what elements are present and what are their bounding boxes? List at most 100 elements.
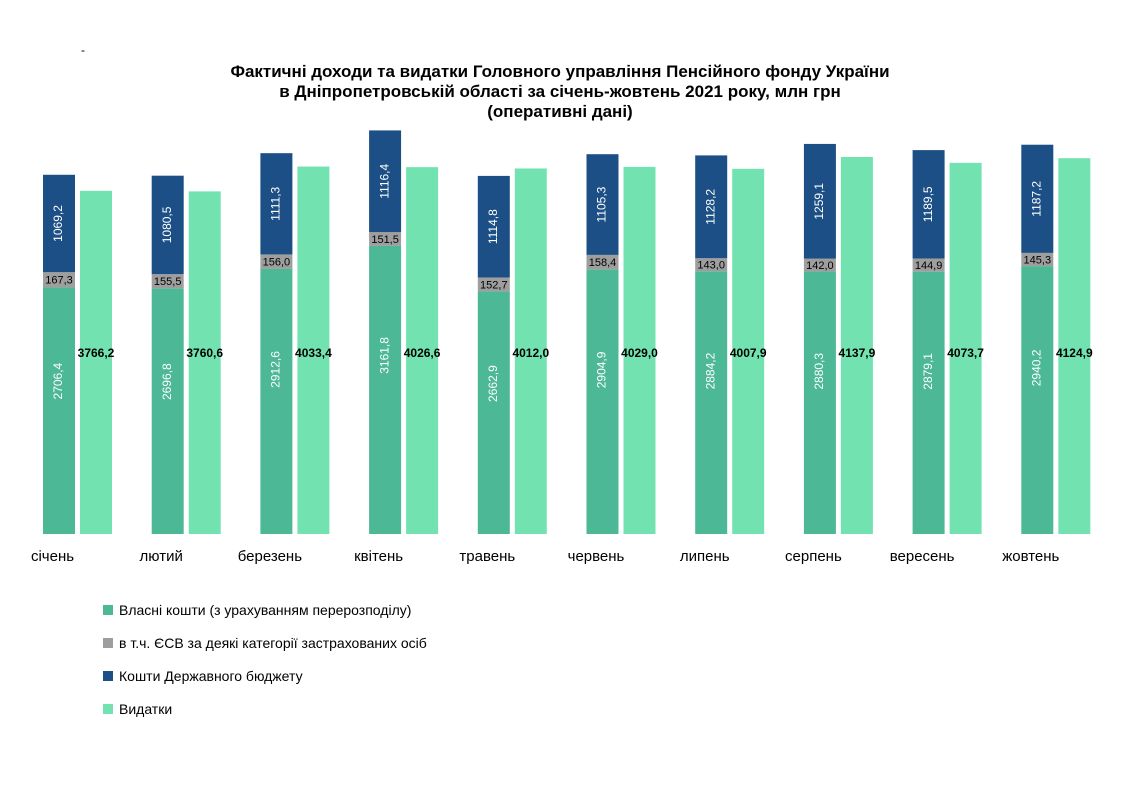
data-label-own-funds: 2696,8: [160, 363, 174, 400]
bar-esv: [912, 258, 945, 272]
data-label-state-budget: 1116,4: [377, 163, 391, 198]
data-label-state-budget: 1128,2: [703, 189, 717, 225]
bar-own-funds: [369, 245, 402, 534]
bar-own-funds: [151, 288, 184, 534]
data-label-expenses: 4124,9: [1056, 346, 1093, 360]
bar-esv: [477, 277, 510, 292]
data-label-esv: 144,9: [915, 260, 943, 272]
chart-title: Фактичні доходи та видатки Головного упр…: [60, 62, 1060, 122]
category-label: лютий: [140, 548, 183, 565]
data-label-state-budget: 1187,2: [1029, 181, 1043, 217]
data-label-own-funds: 2706,4: [51, 362, 65, 399]
bar-own-funds: [260, 268, 293, 534]
data-label-esv: 156,0: [263, 256, 291, 268]
chart-title-line-1: Фактичні доходи та видатки Головного упр…: [230, 62, 890, 81]
data-label-esv: 145,3: [1024, 254, 1052, 266]
bar-esv: [803, 258, 836, 272]
bar-state-budget: [1021, 144, 1054, 253]
category-label: березень: [238, 548, 302, 565]
legend-label-esv: в т.ч. ЄСВ за деякі категорії застрахова…: [119, 635, 427, 651]
bar-state-budget: [260, 153, 293, 255]
category-label: серпень: [785, 548, 842, 565]
legend-label-expenses: Видатки: [119, 701, 173, 717]
bar-state-budget: [912, 150, 945, 259]
bar-expenses: [840, 157, 873, 534]
legend-swatch-own-funds: [103, 605, 113, 615]
data-label-expenses: 4012,0: [512, 346, 549, 360]
data-label-state-budget: 1080,5: [160, 206, 174, 243]
bar-esv: [1021, 252, 1054, 267]
data-label-own-funds: 2662,9: [486, 365, 500, 402]
bar-own-funds: [803, 271, 836, 534]
bar-expenses: [80, 190, 112, 534]
category-label: травень: [459, 548, 515, 565]
category-label: липень: [680, 548, 730, 565]
chart-title-line-3: (оперативні дані): [487, 102, 633, 121]
data-label-expenses: 3760,6: [186, 346, 223, 360]
bar-expenses: [297, 166, 330, 535]
data-label-esv: 167,3: [45, 275, 73, 287]
data-label-esv: 151,5: [371, 234, 399, 246]
legend-item-state-budget: Кошти Державного бюджету: [103, 666, 427, 686]
data-label-expenses: 4073,7: [947, 346, 984, 360]
chart-legend: Власні кошти (з урахуванням перерозподіл…: [103, 600, 427, 732]
data-label-expenses: 4029,0: [621, 346, 658, 360]
bar-esv: [695, 258, 728, 272]
data-label-own-funds: 2884,2: [703, 352, 717, 389]
data-label-own-funds: 2879,1: [921, 353, 935, 390]
bar-own-funds: [695, 271, 728, 534]
data-label-state-budget: 1189,5: [921, 186, 935, 222]
bar-own-funds: [43, 287, 75, 534]
data-label-esv: 158,4: [589, 257, 617, 269]
data-label-esv: 155,5: [154, 276, 182, 288]
data-label-state-budget: 1259,1: [812, 183, 826, 220]
bar-esv: [586, 254, 619, 270]
bar-esv: [260, 254, 293, 269]
data-label-expenses: 4007,9: [730, 346, 767, 360]
bar-state-budget: [803, 143, 836, 259]
category-label: червень: [568, 548, 625, 565]
legend-item-expenses: Видатки: [103, 699, 427, 719]
category-label: квітень: [354, 548, 403, 565]
data-label-own-funds: 3161,8: [377, 337, 391, 374]
bar-state-budget: [695, 155, 728, 259]
legend-swatch-esv: [103, 638, 113, 648]
legend-swatch-state-budget: [103, 671, 113, 681]
category-label: вересень: [890, 548, 955, 565]
data-label-esv: 142,0: [806, 260, 834, 272]
bar-state-budget: [369, 130, 402, 233]
bar-state-budget: [151, 175, 184, 275]
bar-state-budget: [586, 154, 619, 255]
bar-esv: [151, 274, 184, 289]
bar-expenses: [406, 167, 439, 534]
data-label-esv: 143,0: [697, 260, 725, 272]
data-label-own-funds: 2904,9: [595, 351, 609, 388]
data-label-own-funds: 2912,6: [269, 351, 283, 388]
bar-own-funds: [1021, 266, 1054, 534]
data-label-expenses: 4033,4: [295, 346, 332, 360]
data-label-own-funds: 2940,2: [1029, 349, 1043, 386]
data-label-state-budget: 1111,3: [269, 186, 283, 220]
legend-item-esv: в т.ч. ЄСВ за деякі категорії застрахова…: [103, 633, 427, 653]
data-label-own-funds: 2880,3: [812, 353, 826, 390]
legend-item-own-funds: Власні кошти (з урахуванням перерозподіл…: [103, 600, 427, 620]
bar-esv: [369, 232, 402, 246]
data-label-state-budget: 1105,3: [595, 186, 609, 222]
data-label-esv: 152,7: [480, 279, 508, 291]
data-label-state-budget: 1114,8: [486, 209, 500, 244]
data-label-expenses: 4026,6: [404, 346, 441, 360]
bar-expenses: [188, 191, 221, 534]
chart-title-line-2: в Дніпропетровській області за січень-жо…: [279, 82, 841, 101]
stray-dash-mark: -: [81, 43, 85, 57]
category-label: січень: [31, 548, 74, 565]
bar-expenses: [514, 168, 547, 534]
legend-label-own-funds: Власні кошти (з урахуванням перерозподіл…: [119, 602, 412, 618]
bar-expenses: [1058, 158, 1091, 534]
category-label: жовтень: [1002, 548, 1059, 565]
bar-own-funds: [477, 291, 510, 534]
bar-own-funds: [586, 269, 619, 534]
bar-expenses: [623, 166, 656, 535]
data-label-state-budget: 1069,2: [51, 205, 65, 242]
data-label-expenses: 3766,2: [78, 346, 115, 360]
